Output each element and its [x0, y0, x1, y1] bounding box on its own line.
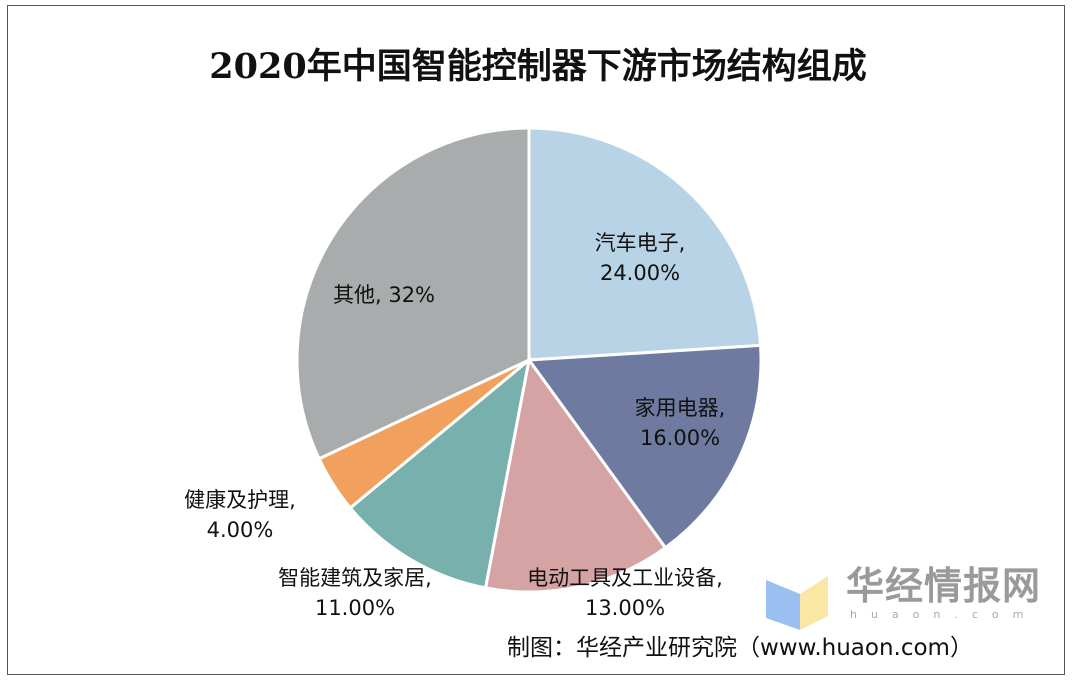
slice-value: 11.00% — [314, 596, 396, 620]
label-other: 其他, 32% — [332, 283, 436, 307]
pie-slice-0 — [527, 126, 763, 362]
slice-value: 4.00% — [206, 518, 274, 542]
slice-name: 汽车电子, — [594, 231, 686, 255]
slice-name: 家用电器, — [634, 396, 726, 420]
watermark-sub: huaon.com — [850, 608, 1038, 621]
source-note: 制图：华经产业研究院（www.huaon.com） — [507, 635, 973, 661]
label-power-tools: 电动工具及工业设备, 13.00% — [527, 563, 723, 623]
pie-slice-3 — [348, 356, 532, 590]
label-home-appliances: 家用电器, 16.00% — [635, 393, 726, 453]
pie-slice-5 — [295, 126, 531, 461]
chart-title: 2020年中国智能控制器下游市场结构组成 — [209, 46, 867, 87]
label-health-care: 健康及护理, 4.00% — [184, 485, 296, 545]
pie-slice-2 — [483, 356, 668, 594]
pie-slice-1 — [526, 343, 763, 550]
slice-name: 智能建筑及家居, — [278, 566, 432, 590]
slice-name: 健康及护理, — [184, 488, 296, 512]
slice-value: 16.00% — [639, 426, 721, 450]
slice-value: 24.00% — [599, 261, 681, 285]
label-auto-electronics: 汽车电子, 24.00% — [595, 228, 686, 288]
slice-value: 13.00% — [584, 596, 666, 620]
watermark: 华经情报网 — [846, 564, 1042, 608]
slice-name: 电动工具及工业设备, — [527, 566, 723, 590]
label-smart-building: 智能建筑及家居, 11.00% — [278, 563, 432, 623]
chart-frame — [7, 5, 1065, 675]
